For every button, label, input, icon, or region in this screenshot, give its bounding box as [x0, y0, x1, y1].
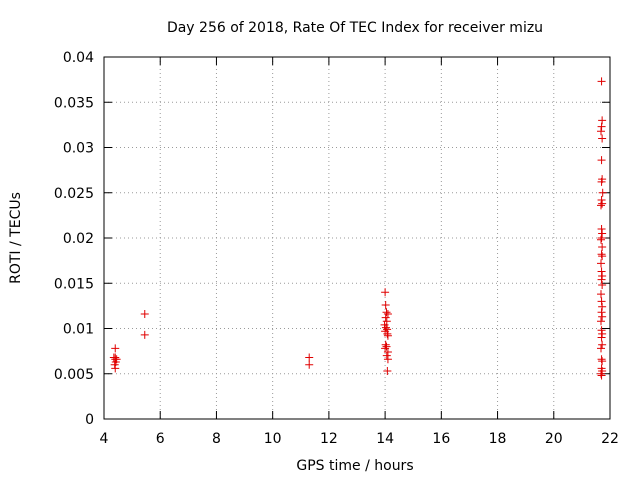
- data-point: [140, 310, 149, 319]
- data-point: [597, 371, 606, 380]
- data-point: [597, 234, 606, 242]
- data-point: [383, 331, 392, 340]
- data-point: [598, 188, 607, 197]
- data-point: [597, 250, 606, 259]
- data-point: [383, 355, 392, 364]
- data-point: [597, 369, 606, 378]
- data-point: [597, 290, 606, 299]
- data-point: [597, 201, 606, 210]
- data-point: [597, 355, 606, 364]
- data-point: [598, 229, 607, 238]
- y-tick-label: 0.025: [54, 186, 94, 202]
- data-point: [598, 272, 607, 281]
- y-axis-label: ROTI / TECUs: [8, 192, 24, 284]
- axis-ticks: 4 6 8 10 12 14 16 18 20 22 0 0.005 0.01 0.015 0.02 0.02…: [54, 50, 619, 447]
- data-point: [597, 259, 606, 268]
- data-point: [598, 243, 607, 252]
- data-point: [598, 134, 607, 143]
- data-point: [109, 353, 118, 362]
- x-tick-label: 8: [212, 431, 221, 447]
- y-tick-label: 0.01: [63, 322, 94, 338]
- data-point: [382, 342, 391, 351]
- data-point: [111, 364, 120, 373]
- x-tick-label: 12: [320, 431, 338, 447]
- data-point: [597, 297, 606, 306]
- x-axis-label: GPS time / hours: [296, 458, 413, 474]
- y-tick-label: 0.02: [63, 231, 94, 247]
- chart-title: Day 256 of 2018, Rate Of TEC Index for r…: [167, 20, 543, 36]
- x-tick-label: 20: [545, 431, 563, 447]
- data-point: [597, 317, 606, 326]
- data-point: [140, 330, 149, 339]
- data-point: [597, 344, 606, 353]
- grid-lines: [104, 57, 610, 419]
- data-point: [111, 344, 120, 353]
- data-point: [382, 317, 391, 326]
- data-point: [381, 300, 390, 309]
- data-point: [305, 353, 314, 362]
- data-point: [597, 195, 606, 204]
- x-tick-label: 16: [432, 431, 450, 447]
- data-point: [598, 281, 607, 290]
- data-point: [305, 360, 314, 369]
- data-point: [597, 156, 606, 165]
- data-point: [383, 348, 392, 357]
- data-point: [598, 312, 607, 321]
- data-point: [598, 252, 607, 261]
- data-point: [597, 308, 606, 317]
- data-point: [597, 224, 606, 233]
- data-point: [383, 329, 392, 338]
- data-point: [383, 367, 392, 376]
- y-tick-label: 0.03: [63, 141, 94, 157]
- y-tick-label: 0.015: [54, 276, 94, 292]
- data-point: [598, 340, 607, 349]
- x-tick-label: 22: [601, 431, 619, 447]
- data-point: [597, 122, 606, 131]
- data-point: [381, 288, 390, 297]
- y-tick-label: 0.005: [54, 367, 94, 383]
- data-point: [381, 340, 390, 349]
- data-point: [598, 116, 607, 125]
- data-point: [382, 308, 391, 317]
- data-point: [598, 302, 607, 311]
- data-point: [382, 351, 391, 360]
- data-point: [597, 333, 606, 342]
- data-point: [597, 177, 606, 186]
- data-point: [598, 329, 607, 338]
- data-point: [598, 357, 607, 366]
- data-point: [597, 127, 606, 136]
- x-tick-label: 14: [376, 431, 394, 447]
- x-tick-label: 18: [489, 431, 507, 447]
- data-point: [381, 323, 390, 332]
- x-tick-label: 6: [156, 431, 165, 447]
- data-point: [110, 360, 119, 369]
- data-point: [598, 199, 607, 208]
- data-points: [109, 77, 607, 380]
- x-tick-label: 4: [100, 431, 109, 447]
- x-tick-label: 10: [264, 431, 282, 447]
- data-point: [383, 310, 392, 319]
- data-point: [597, 267, 606, 276]
- y-tick-label: 0: [85, 412, 94, 428]
- data-point: [597, 275, 606, 284]
- data-point: [597, 326, 606, 335]
- data-point: [597, 77, 606, 86]
- y-tick-label: 0.04: [63, 50, 94, 66]
- y-tick-label: 0.035: [54, 95, 94, 111]
- data-point: [597, 235, 606, 244]
- data-point: [381, 313, 390, 322]
